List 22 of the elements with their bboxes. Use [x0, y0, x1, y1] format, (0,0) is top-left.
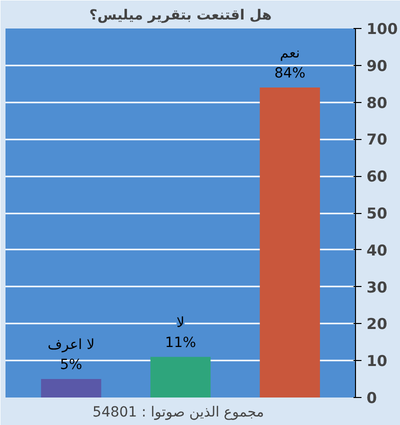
y-tick-label: 10 — [366, 352, 388, 370]
x-tick-label: لا — [176, 314, 184, 331]
chart-title: هل اقتنعت بتقرير ميليس؟ — [89, 8, 272, 24]
y-tick-label: 30 — [366, 278, 388, 296]
x-tick-label: لا اعرف — [48, 337, 95, 354]
y-tick-label: 70 — [366, 130, 388, 149]
x-tick-label: نعم — [280, 46, 300, 62]
data-label: 11% — [164, 334, 196, 351]
y-tick-label: 80 — [366, 94, 388, 112]
y-tick-label: 40 — [366, 241, 388, 260]
data-label: 84% — [274, 66, 306, 82]
y-tick-label: 0 — [366, 389, 377, 407]
bar — [150, 356, 211, 398]
text: مجموع الذين صوتوا : 54801 — [92, 404, 264, 420]
y-tick-label: 100 — [366, 20, 398, 38]
y-tick-label: 60 — [366, 168, 388, 186]
y-tick-label: 20 — [366, 315, 388, 334]
data-label: 5% — [60, 357, 82, 374]
y-tick-label: 50 — [366, 204, 388, 222]
y-tick-label: 90 — [366, 56, 388, 75]
bar — [260, 88, 320, 398]
bar — [41, 379, 102, 398]
